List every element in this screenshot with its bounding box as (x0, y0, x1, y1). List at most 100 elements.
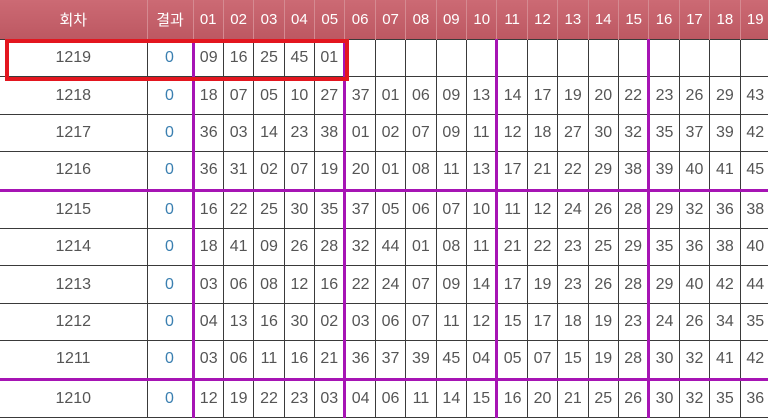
number-cell: 10 (283, 76, 316, 115)
round-number: 1210 (0, 377, 148, 418)
number-cell: 04 (466, 340, 498, 380)
number-cell: 19 (526, 265, 559, 304)
header-col-13: 13 (557, 0, 589, 40)
number-cell: 44 (374, 227, 407, 267)
number-cell: 19 (222, 377, 255, 418)
number-cell: 12 (283, 265, 316, 304)
number-cell: 09 (191, 38, 224, 78)
number-cell: 29 (647, 188, 680, 229)
number-cell: 26 (283, 227, 316, 267)
number-cell: 36 (678, 227, 711, 267)
result-value: 0 (146, 38, 194, 78)
number-cell: 02 (374, 113, 407, 153)
table-header: 회차 결과 01 02 03 04 05 06 07 08 09 10 11 12 13 14 15 16 17… (0, 0, 768, 40)
header-col-15: 15 (618, 0, 650, 40)
number-cell: 21 (526, 151, 559, 191)
number-cell (343, 38, 376, 78)
number-cell: 19 (587, 302, 619, 342)
number-cell: 06 (374, 377, 407, 418)
number-cell: 07 (435, 188, 468, 229)
number-cell: 01 (343, 113, 376, 153)
number-cell: 30 (283, 302, 316, 342)
number-cell: 11 (435, 302, 468, 342)
result-value: 0 (146, 113, 194, 153)
number-cell: 08 (253, 265, 285, 304)
number-cell: 03 (222, 113, 255, 153)
header-col-09: 09 (436, 0, 468, 40)
number-cell: 23 (557, 265, 589, 304)
number-cell: 32 (617, 113, 650, 153)
round-number: 1219 (0, 38, 148, 78)
number-cell: 36 (709, 188, 741, 229)
number-cell: 20 (343, 151, 376, 191)
number-cell: 05 (495, 340, 528, 380)
number-cell: 22 (222, 188, 255, 229)
number-cell: 23 (283, 113, 316, 153)
number-cell: 16 (222, 38, 255, 78)
number-cell: 09 (435, 76, 468, 115)
number-cell: 28 (617, 265, 650, 304)
number-cell: 24 (374, 265, 407, 304)
header-result: 결과 (147, 0, 194, 40)
number-cell: 38 (314, 113, 346, 153)
number-cell: 16 (283, 340, 316, 380)
number-cell: 29 (647, 265, 680, 304)
number-cell: 24 (557, 188, 589, 229)
number-cell: 17 (526, 302, 559, 342)
number-cell: 10 (466, 188, 498, 229)
round-number: 1217 (0, 113, 148, 153)
number-cell: 22 (617, 76, 650, 115)
number-cell: 16 (191, 188, 224, 229)
round-number: 1218 (0, 76, 148, 115)
number-cell: 45 (283, 38, 316, 78)
table-row: 1216 0 36 31 02 07 19 20 01 08 11 13 17 21 22 29 38 39 40 4… (0, 151, 768, 191)
number-cell: 13 (222, 302, 255, 342)
number-cell: 37 (678, 113, 711, 153)
header-col-03: 03 (253, 0, 285, 40)
number-cell: 07 (405, 113, 437, 153)
header-round: 회차 (0, 0, 148, 40)
header-col-05: 05 (314, 0, 346, 40)
table-row: 1213 0 03 06 08 12 16 22 24 07 09 14 17 19 23 26 28 29 40 4… (0, 265, 768, 304)
number-cell: 38 (739, 188, 768, 229)
number-cell (466, 38, 498, 78)
number-cell: 16 (495, 377, 528, 418)
number-cell: 44 (739, 265, 768, 304)
number-cell: 45 (435, 340, 468, 380)
table-row: 1218 0 18 07 05 10 27 37 01 06 09 13 14 17 19 20 22 23 26 2… (0, 76, 768, 115)
number-cell: 04 (191, 302, 224, 342)
result-value: 0 (146, 227, 194, 267)
number-cell: 28 (314, 227, 346, 267)
number-cell: 15 (466, 377, 498, 418)
number-cell (647, 38, 680, 78)
number-cell: 26 (617, 377, 650, 418)
number-cell: 22 (526, 227, 559, 267)
number-cell: 30 (647, 340, 680, 380)
header-col-11: 11 (496, 0, 528, 40)
number-cell: 11 (435, 151, 468, 191)
number-cell: 25 (587, 227, 619, 267)
number-cell (709, 38, 741, 78)
number-cell: 18 (191, 227, 224, 267)
number-cell: 29 (709, 76, 741, 115)
number-cell: 36 (191, 151, 224, 191)
header-col-17: 17 (679, 0, 711, 40)
number-cell: 17 (495, 265, 528, 304)
table-row: 1210 0 12 19 22 23 03 04 06 11 14 15 16 20 21 25 26 30 32 3… (0, 377, 768, 418)
number-cell: 16 (253, 302, 285, 342)
number-cell: 27 (557, 113, 589, 153)
number-cell: 26 (587, 265, 619, 304)
number-cell: 18 (526, 113, 559, 153)
number-cell: 14 (466, 265, 498, 304)
number-cell: 40 (739, 227, 768, 267)
header-col-04: 04 (284, 0, 316, 40)
result-value: 0 (146, 188, 194, 229)
header-col-14: 14 (588, 0, 619, 40)
number-cell: 06 (222, 340, 255, 380)
number-cell: 35 (647, 227, 680, 267)
number-cell: 36 (739, 377, 768, 418)
result-value: 0 (146, 340, 194, 380)
number-cell: 09 (435, 113, 468, 153)
number-cell (526, 38, 559, 78)
number-cell: 13 (466, 76, 498, 115)
